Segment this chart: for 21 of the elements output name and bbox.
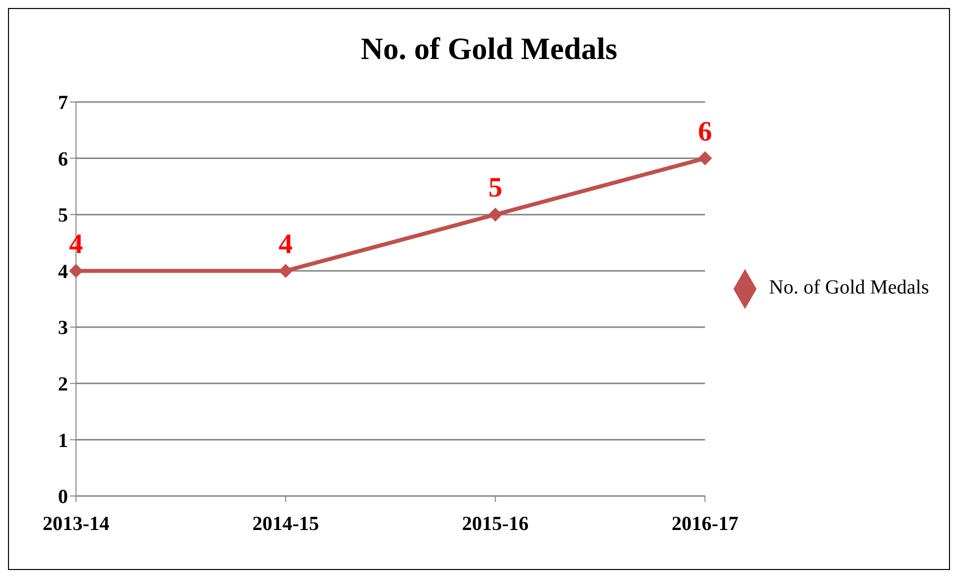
y-tick-label: 7 — [58, 92, 68, 114]
point — [488, 208, 502, 222]
point — [278, 264, 293, 278]
x-tick-label: 2013-14 — [42, 513, 110, 536]
x-tick-label: 2016-17 — [672, 513, 738, 536]
y-tick-label: 0 — [58, 486, 68, 508]
data-label: 5 — [488, 172, 502, 204]
x-tick-label: 2014-15 — [252, 513, 320, 536]
y-tick-label: 4 — [58, 260, 68, 283]
y-tick-label: 1 — [58, 430, 68, 452]
chart-title: No. of Gold Medals — [360, 31, 618, 67]
legend-label: No. of Gold Medals — [769, 276, 929, 299]
x-tick-label: 2015-16 — [462, 513, 529, 536]
point — [69, 264, 83, 278]
y-tick-label: 5 — [58, 204, 68, 227]
data-label: 4 — [278, 228, 293, 260]
point — [698, 151, 712, 166]
data-label: 6 — [698, 116, 712, 148]
y-tick-label: 6 — [58, 148, 68, 170]
y-tick-label: 3 — [58, 317, 68, 340]
y-tick-label: 2 — [58, 374, 68, 396]
